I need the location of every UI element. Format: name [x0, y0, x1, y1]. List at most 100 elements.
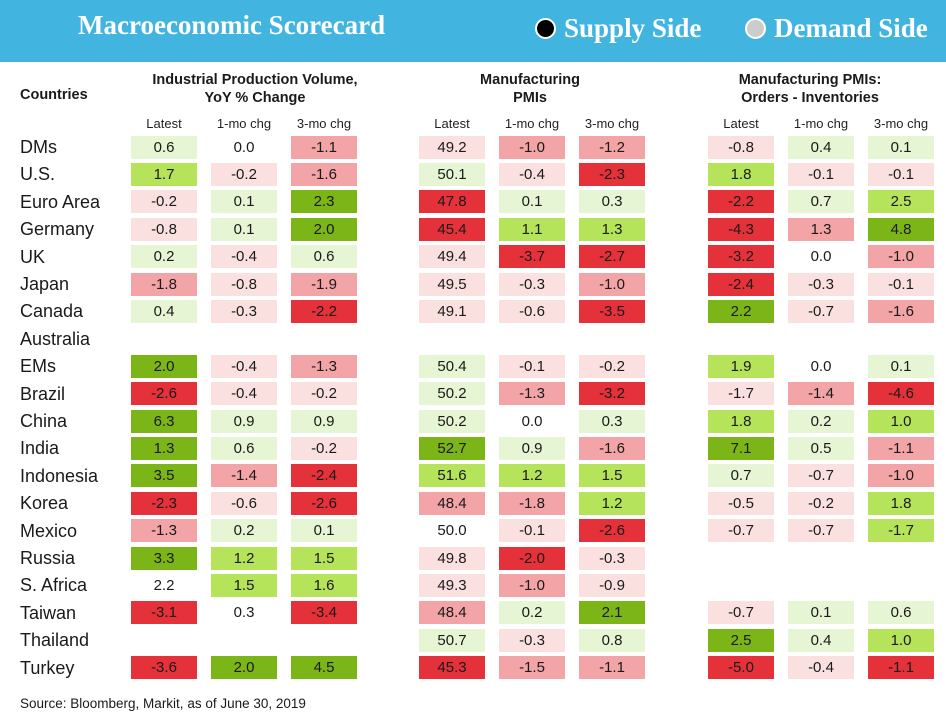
- table-cell: -0.2: [579, 354, 645, 378]
- table-cell: 49.1: [419, 299, 485, 323]
- table-cell: -0.3: [579, 546, 645, 570]
- table-cell: -1.0: [868, 245, 934, 269]
- table-cell: 47.8: [419, 190, 485, 214]
- table-cell: 0.4: [131, 299, 197, 323]
- table-cell: -0.7: [788, 519, 854, 543]
- column-header: 3-mo chg: [296, 116, 352, 131]
- table-cell: 1.5: [579, 464, 645, 488]
- header-banner: Macroeconomic Scorecard Supply Side Dema…: [0, 0, 946, 62]
- table-cell: -2.0: [499, 546, 565, 570]
- table-cell: -0.7: [708, 601, 774, 625]
- table-cell: -1.0: [499, 573, 565, 597]
- table-cell: 50.7: [419, 628, 485, 652]
- table-cell: 2.1: [579, 601, 645, 625]
- table-cell: -3.5: [579, 299, 645, 323]
- table-cell: -0.2: [211, 162, 277, 186]
- table-cell: -2.7: [579, 245, 645, 269]
- table-cell: 2.5: [868, 190, 934, 214]
- table-cell: -1.0: [868, 464, 934, 488]
- table-cell: -0.2: [788, 491, 854, 515]
- table-cell: -2.6: [291, 491, 357, 515]
- table-cell: 1.5: [291, 546, 357, 570]
- table-cell: 50.4: [419, 354, 485, 378]
- table-cell: -1.0: [579, 272, 645, 296]
- table-cell: 0.0: [788, 245, 854, 269]
- country-label: Brazil: [20, 383, 66, 404]
- table-cell: -0.4: [499, 162, 565, 186]
- table-cell: -0.2: [291, 382, 357, 406]
- table-cell: -1.8: [499, 491, 565, 515]
- table-cell: 0.0: [211, 135, 277, 159]
- table-cell: -0.8: [708, 135, 774, 159]
- table-cell: -1.0: [499, 135, 565, 159]
- table-cell: 0.1: [868, 354, 934, 378]
- table-cell: -0.3: [499, 272, 565, 296]
- table-cell: 2.5: [708, 628, 774, 652]
- table-cell: 50.0: [419, 519, 485, 543]
- group-title-line1: Industrial Production Volume,: [152, 72, 358, 88]
- column-header: Latest: [434, 116, 470, 131]
- table-cell: 0.3: [579, 190, 645, 214]
- country-label: Turkey: [20, 657, 75, 678]
- table-cell: -0.8: [131, 217, 197, 241]
- table-cell: -1.4: [788, 382, 854, 406]
- supply-side-dot-icon: [535, 17, 556, 39]
- country-label: EMs: [20, 356, 56, 377]
- table-cell: -1.3: [499, 382, 565, 406]
- country-label: China: [20, 411, 68, 431]
- page-title: Macroeconomic Scorecard: [78, 10, 386, 40]
- table-cell: 0.2: [788, 409, 854, 433]
- country-label: DMs: [20, 137, 57, 157]
- table-cell: -3.4: [291, 601, 357, 625]
- table-cell: 7.1: [708, 436, 774, 460]
- table-cell: -1.1: [291, 135, 357, 159]
- table-cell: 45.4: [419, 217, 485, 241]
- table-cell: -0.1: [788, 162, 854, 186]
- table-cell: -1.8: [131, 272, 197, 296]
- table-cell: -0.7: [788, 464, 854, 488]
- column-header: 1-mo chg: [504, 116, 560, 131]
- table-cell: 0.6: [868, 601, 934, 625]
- group-title-orders-inventories: Manufacturing PMIs: Orders - Inventories: [680, 71, 940, 107]
- country-label: Mexico: [20, 520, 78, 541]
- table-cell: -4.6: [868, 382, 934, 406]
- table-cell: -1.6: [291, 162, 357, 186]
- column-header: 3-mo chg: [873, 116, 929, 131]
- country-label: Japan: [20, 274, 70, 294]
- table-cell: 49.8: [419, 546, 485, 570]
- demand-side-dot-icon: [745, 17, 766, 39]
- table-cell: -1.1: [868, 436, 934, 460]
- table-cell: 1.2: [211, 546, 277, 570]
- table-cell: -0.1: [499, 519, 565, 543]
- table-cell: 1.6: [291, 573, 357, 597]
- table-cell: 1.9: [708, 354, 774, 378]
- table-cell: 2.0: [131, 354, 197, 378]
- table-cell: -0.6: [499, 299, 565, 323]
- table-cell: -0.8: [211, 272, 277, 296]
- group-title-manufacturing-pmis: Manufacturing PMIs: [400, 71, 660, 107]
- table-cell: 2.0: [211, 656, 277, 680]
- country-label: S. Africa: [20, 575, 88, 596]
- table-cell: -0.7: [708, 519, 774, 543]
- table-cell: -0.3: [788, 272, 854, 296]
- table-cell: 1.2: [579, 491, 645, 515]
- table-cell: -1.3: [291, 354, 357, 378]
- table-cell: 0.9: [499, 436, 565, 460]
- table-cell: 1.2: [499, 464, 565, 488]
- table-cell: -0.5: [708, 491, 774, 515]
- table-cell: 1.0: [868, 628, 934, 652]
- table-cell: 49.4: [419, 245, 485, 269]
- country-label: Taiwan: [20, 602, 77, 623]
- table-cell: -1.7: [708, 382, 774, 406]
- table-cell: 0.7: [708, 464, 774, 488]
- legend-demand-label: Demand Side: [774, 12, 928, 43]
- table-cell: 0.2: [211, 519, 277, 543]
- table-cell: -2.6: [131, 382, 197, 406]
- table-cell: 1.8: [868, 491, 934, 515]
- group-title-line2: PMIs: [513, 90, 547, 106]
- table-cell: -3.1: [131, 601, 197, 625]
- table-cell: -0.4: [788, 656, 854, 680]
- table-cell: -1.6: [579, 436, 645, 460]
- table-cell: 3.5: [131, 464, 197, 488]
- group-title-industrial-production: Industrial Production Volume, YoY % Chan…: [110, 71, 400, 107]
